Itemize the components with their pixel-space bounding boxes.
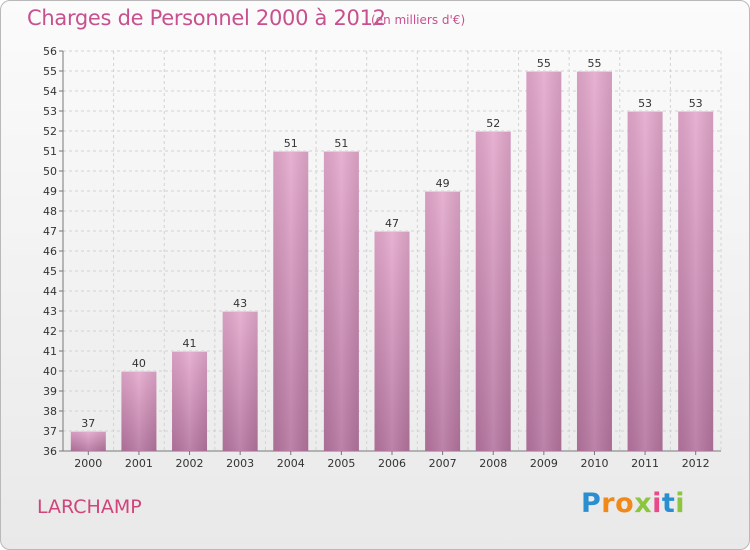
data-label: 49	[436, 177, 450, 190]
x-tick-label: 2008	[479, 457, 507, 470]
bar-shade	[374, 231, 410, 451]
bar-shade	[576, 71, 612, 451]
data-label: 43	[233, 297, 247, 310]
bar-shade	[121, 371, 157, 451]
bar-shade	[172, 351, 208, 451]
bar-shade	[222, 311, 258, 451]
bar-shade	[425, 191, 461, 451]
y-tick-label: 53	[43, 105, 57, 118]
data-label: 53	[689, 97, 703, 110]
data-label: 51	[284, 137, 298, 150]
data-label: 55	[537, 57, 551, 70]
y-tick-label: 42	[43, 325, 57, 338]
data-label: 47	[385, 217, 399, 230]
y-tick-label: 36	[43, 445, 57, 458]
x-tick-label: 2000	[74, 457, 102, 470]
x-tick-label: 2005	[327, 457, 355, 470]
chart-subtitle: (en milliers d'€)	[371, 13, 466, 27]
chart-title: Charges de Personnel 2000 à 2012	[27, 6, 386, 30]
data-label: 51	[334, 137, 348, 150]
y-tick-label: 46	[43, 245, 57, 258]
x-tick-label: 2011	[631, 457, 659, 470]
y-tick-label: 43	[43, 305, 57, 318]
logo-letter: i	[675, 488, 686, 519]
bar-shade	[70, 431, 106, 451]
bars	[70, 71, 714, 451]
logo-letter: o	[615, 488, 635, 519]
x-tick-label: 2006	[378, 457, 406, 470]
bar-shade	[475, 131, 511, 451]
y-tick-label: 37	[43, 425, 57, 438]
y-tick-label: 40	[43, 365, 57, 378]
x-tick-label: 2004	[277, 457, 305, 470]
bar-shade	[627, 111, 663, 451]
y-tick-label: 54	[43, 85, 57, 98]
y-tick-label: 55	[43, 65, 57, 78]
logo-letter: r	[601, 488, 616, 519]
data-label: 37	[81, 417, 95, 430]
y-tick-label: 38	[43, 405, 57, 418]
bar-shade	[323, 151, 359, 451]
y-tick-label: 44	[43, 285, 57, 298]
labels: 37 2000 40 2001 41 2002 43 2003 51 2004 51 2005 47 20…	[74, 57, 709, 470]
data-label: 41	[183, 337, 197, 350]
y-tick-label: 56	[43, 45, 57, 58]
bar-shade	[678, 111, 714, 451]
data-label: 40	[132, 357, 146, 370]
x-tick-label: 2003	[226, 457, 254, 470]
bar-shade	[273, 151, 309, 451]
y-tick-label: 45	[43, 265, 57, 278]
y-tick-label: 51	[43, 145, 57, 158]
x-tick-label: 2010	[580, 457, 608, 470]
y-tick-label: 48	[43, 205, 57, 218]
logo-letter: P	[581, 488, 602, 519]
logo-letter: t	[661, 488, 676, 519]
place-name: LARCHAMP	[37, 496, 142, 518]
x-tick-label: 2007	[429, 457, 457, 470]
data-label: 52	[486, 117, 500, 130]
x-tick-label: 2012	[682, 457, 710, 470]
logo-letter: x	[634, 488, 653, 519]
axes: 36 37 38 39 40 41 42 43 44 45 46 47 48 49 50 51 52 53 54 55…	[43, 45, 721, 458]
bar-shade	[526, 71, 562, 451]
y-tick-label: 47	[43, 225, 57, 238]
proxiti-logo[interactable]: Proxiti	[581, 488, 685, 519]
y-tick-label: 52	[43, 125, 57, 138]
data-label: 55	[587, 57, 601, 70]
x-tick-label: 2002	[176, 457, 204, 470]
y-tick-label: 50	[43, 165, 57, 178]
y-tick-label: 41	[43, 345, 57, 358]
logo-letter: i	[652, 488, 662, 519]
y-tick-label: 49	[43, 185, 57, 198]
data-label: 53	[638, 97, 652, 110]
x-tick-label: 2009	[530, 457, 558, 470]
x-tick-label: 2001	[125, 457, 153, 470]
y-tick-label: 39	[43, 385, 57, 398]
